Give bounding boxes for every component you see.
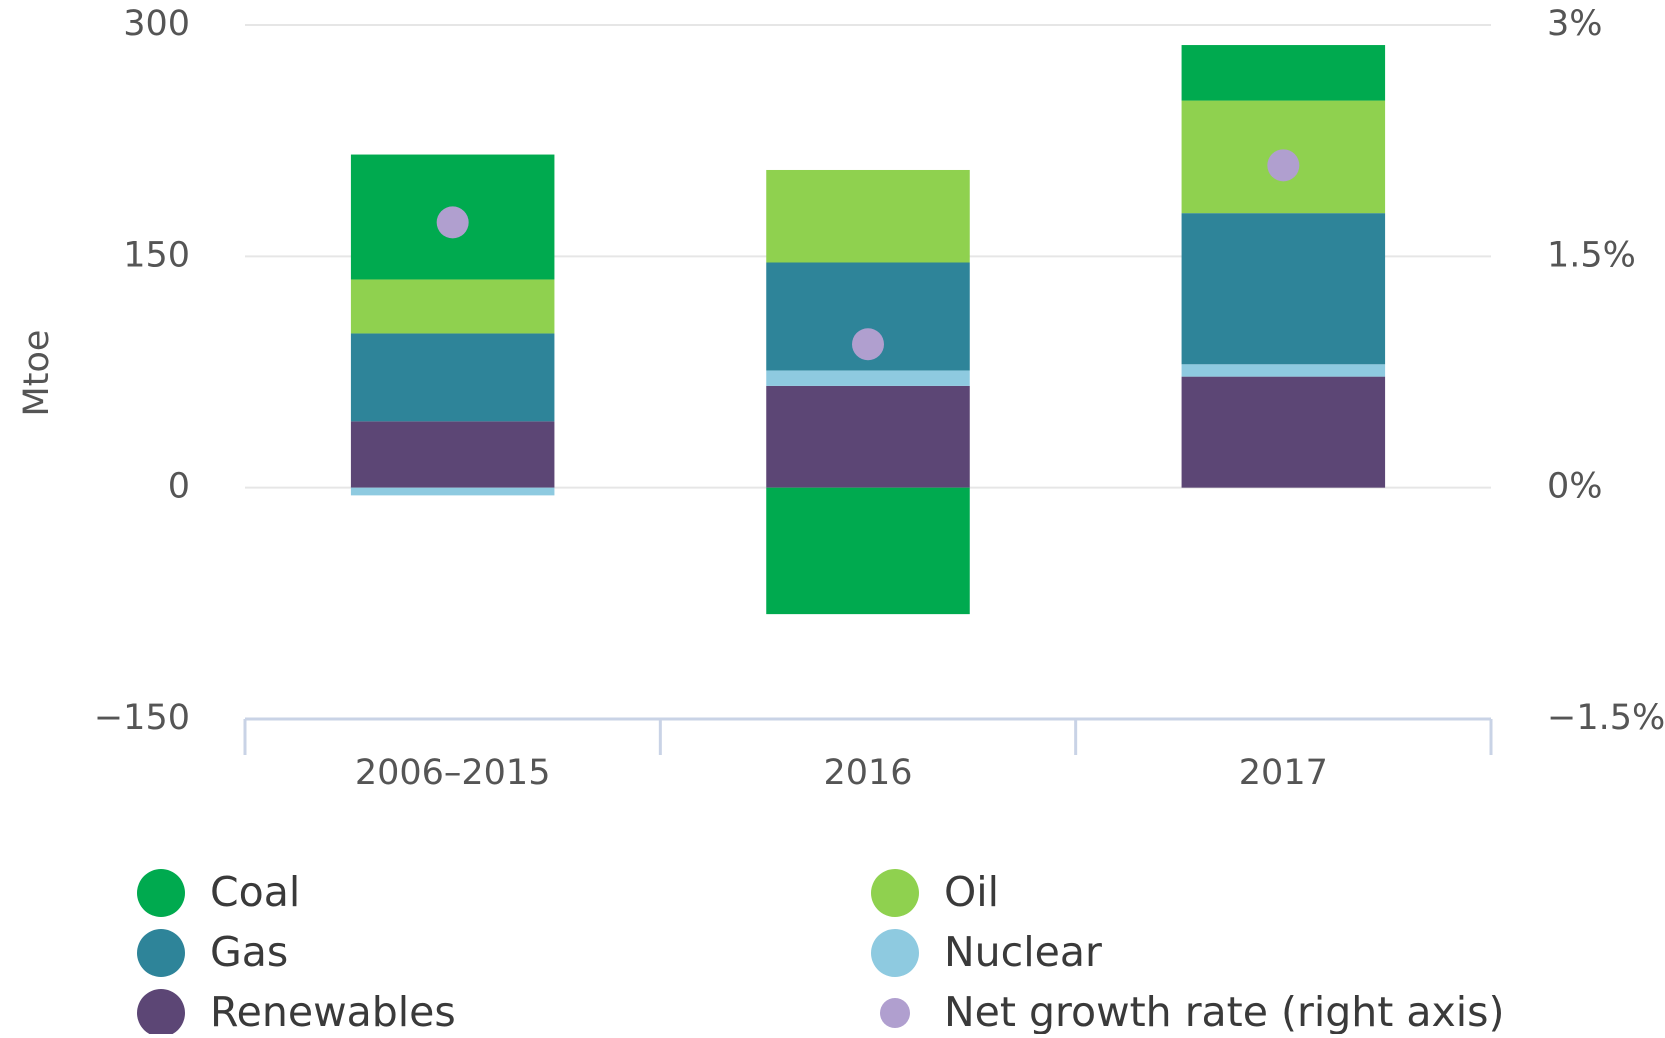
y2-tick-label: 1.5% [1547,235,1636,275]
legend-swatch [137,869,185,917]
growth-dot [852,328,884,361]
y-tick-label: −150 [94,698,190,738]
y2-tick-label: 3% [1547,4,1603,44]
bar-segment [766,370,970,386]
bar-segment [350,279,555,334]
bar-segment [1181,213,1386,365]
legend-swatch [871,929,919,977]
bar-segment [1181,45,1386,101]
legend-swatch [137,989,185,1037]
x-tick-label: 2016 [823,753,912,793]
legend-label: Nuclear [944,928,1102,976]
y2-tick-label: 0% [1547,467,1603,507]
y-axis-label: Mtoe [17,330,57,417]
bar-segment [766,169,970,263]
x-tick-label: 2006–2015 [355,753,551,793]
x-tick-label: 2017 [1239,753,1328,793]
legend-swatch [137,929,185,977]
y-tick-label: 0 [168,467,190,507]
bar-segment [1181,376,1386,488]
growth-dot [436,206,469,239]
bar-segment [350,487,555,496]
bar-segment [1181,364,1386,377]
legend-swatch [880,998,910,1028]
y2-tick-label: −1.5% [1547,698,1665,738]
bar-segment [766,385,970,488]
legend-label: Coal [210,868,300,916]
legend-label: Renewables [210,988,456,1034]
bar-segment [350,421,555,488]
bar-segment [350,333,555,422]
legend-label: Gas [210,928,288,976]
growth-dot [1267,149,1300,182]
y-tick-label: 300 [123,4,190,44]
bar-segment [766,487,970,615]
legend-label: Net growth rate (right axis) [944,988,1505,1034]
legend-label: Oil [944,868,999,916]
y-tick-label: 150 [123,235,190,275]
legend-swatch [871,869,919,917]
